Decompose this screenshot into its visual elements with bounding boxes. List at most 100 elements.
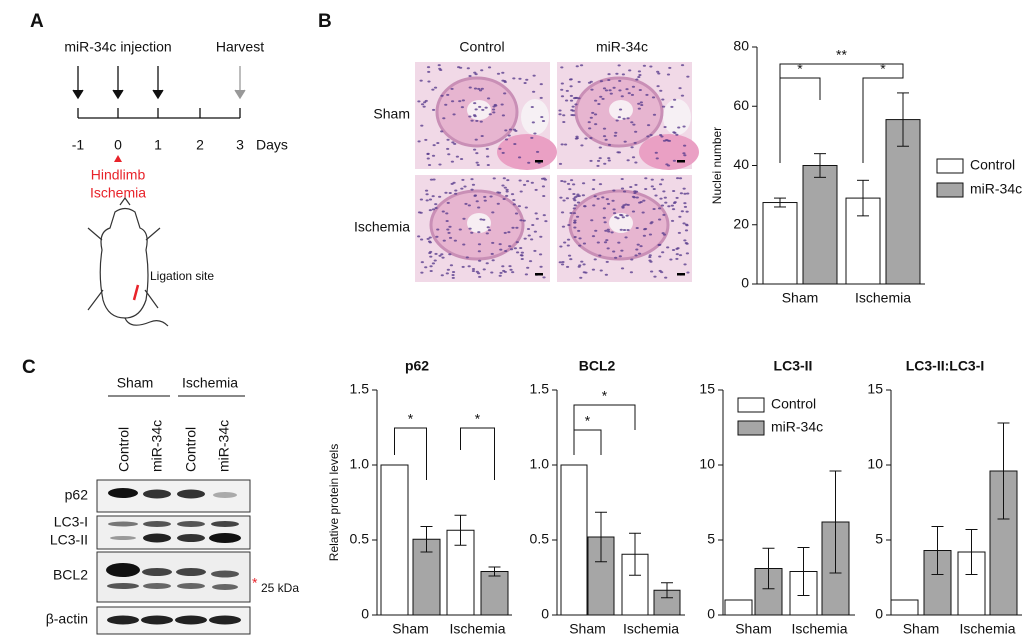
nucleus: [562, 114, 566, 117]
nucleus: [480, 87, 484, 90]
marker-label: 25 kDa: [261, 581, 299, 595]
significance-label: **: [836, 47, 847, 63]
nucleus: [511, 226, 515, 229]
significance-label: *: [475, 411, 481, 427]
nucleus: [448, 253, 452, 256]
nucleus: [539, 83, 543, 86]
nucleus: [532, 90, 536, 93]
nucleus: [648, 254, 652, 257]
nucleus: [630, 146, 634, 149]
nucleus: [599, 95, 603, 98]
nucleus: [519, 219, 523, 222]
nucleus: [605, 239, 609, 242]
nucleus: [680, 94, 685, 97]
nucleus: [503, 186, 507, 189]
nucleus: [579, 276, 583, 279]
nucleus: [448, 225, 452, 228]
nucleus: [445, 212, 449, 215]
nucleus: [465, 256, 469, 259]
nucleus: [492, 111, 496, 114]
nucleus: [612, 250, 616, 253]
nucleus: [486, 97, 491, 100]
nucleus: [519, 190, 523, 193]
nucleus: [631, 156, 636, 159]
nucleus: [577, 229, 581, 232]
nucleus: [530, 136, 534, 139]
nucleus: [527, 161, 531, 164]
nucleus: [474, 108, 478, 111]
nucleus: [603, 221, 607, 224]
nucleus: [620, 249, 624, 252]
mouse-drawing: [87, 196, 169, 327]
nucleus: [505, 190, 509, 193]
nucleus: [672, 190, 676, 193]
nucleus: [658, 269, 662, 272]
nucleus: [628, 69, 632, 72]
nucleus: [614, 216, 618, 219]
nucleus: [602, 87, 607, 90]
group-label: Sham: [117, 375, 154, 391]
nucleus: [522, 219, 526, 222]
nucleus: [614, 131, 618, 134]
nucleus: [621, 73, 625, 76]
nucleus: [684, 241, 688, 244]
nucleus: [670, 105, 674, 108]
nucleus: [652, 207, 656, 210]
nucleus: [598, 157, 602, 160]
nucleus: [470, 188, 474, 191]
nucleus: [477, 243, 482, 246]
nucleus: [417, 100, 421, 103]
nucleus: [591, 111, 595, 114]
nucleus: [462, 243, 466, 246]
nucleus: [659, 133, 663, 136]
nucleus: [476, 164, 480, 167]
y-tick-label: 1.0: [530, 456, 550, 472]
nucleus: [675, 177, 680, 180]
x-tick-label: Ischemia: [959, 621, 1015, 637]
nucleus: [575, 137, 579, 140]
nucleus: [559, 245, 563, 248]
nucleus: [623, 140, 627, 143]
nucleus: [572, 183, 576, 186]
nucleus: [470, 119, 474, 122]
nucleus: [477, 272, 481, 275]
nucleus: [452, 113, 456, 116]
nucleus: [524, 273, 529, 276]
nucleus: [617, 64, 621, 67]
event-label: Hindlimb: [91, 167, 146, 183]
chart-title: LC3-II: [774, 358, 813, 374]
nucleus: [509, 268, 513, 271]
nucleus: [580, 144, 584, 147]
nucleus: [663, 196, 667, 199]
nucleus: [664, 276, 668, 279]
day-label: -1: [72, 137, 85, 153]
nucleus: [482, 268, 486, 271]
timeline: [72, 66, 246, 119]
nucleus: [684, 229, 689, 232]
nucleus: [678, 215, 682, 218]
nucleus: [520, 251, 524, 254]
nucleus: [543, 178, 548, 181]
nucleus: [515, 251, 520, 254]
nucleus: [473, 102, 477, 105]
nucleus: [432, 178, 436, 181]
blot-row-label: β-actin: [46, 611, 88, 627]
bar: [885, 119, 921, 285]
y-tick-label: 10: [699, 456, 715, 472]
nucleus: [525, 78, 529, 81]
nucleus: [483, 199, 487, 202]
nucleus: [599, 80, 603, 83]
y-axis-label: Relative protein levels: [327, 444, 341, 561]
nucleus: [504, 138, 509, 141]
nucleus: [577, 265, 581, 268]
nucleus: [431, 208, 436, 211]
nucleus: [635, 78, 639, 81]
nucleus: [560, 143, 564, 146]
nucleus: [440, 253, 444, 256]
y-tick-label: 0: [707, 606, 715, 622]
nucleus: [561, 260, 565, 263]
nucleus: [638, 74, 642, 77]
nucleus: [637, 107, 641, 110]
nucleus: [637, 252, 642, 255]
nucleus: [660, 135, 664, 138]
